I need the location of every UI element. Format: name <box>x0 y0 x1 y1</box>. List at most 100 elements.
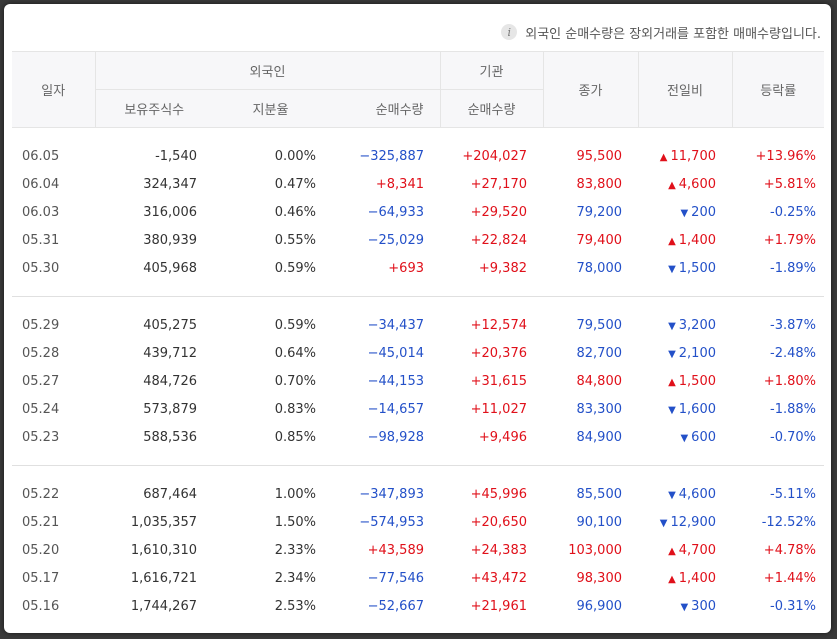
cell-date: 06.03 <box>22 204 60 220</box>
table-row: 05.28 439,712 0.64% −45,014 +20,376 82,700 ▼ 2,… <box>12 339 824 367</box>
cell-holdings: 316,006 <box>143 204 197 220</box>
up-arrow-icon: ▲ <box>659 151 668 163</box>
table-row: 05.23 588,536 0.85% −98,928 +9,496 84,900 ▼ 600… <box>12 423 824 451</box>
table-row: 06.04 324,347 0.47% +8,341 +27,170 83,800 ▲ 4,6… <box>12 170 824 198</box>
cell-ratio: 2.34% <box>274 570 316 586</box>
cell-ratio: 0.59% <box>274 260 316 276</box>
col-date: 일자 <box>12 51 95 128</box>
cell-date: 05.20 <box>22 542 60 558</box>
cell-foreign-net: +43,589 <box>367 542 424 558</box>
cell-holdings: -1,540 <box>155 148 197 164</box>
cell-date: 05.17 <box>22 570 60 586</box>
cell-inst-net: +9,496 <box>478 429 527 445</box>
group-separator <box>12 296 824 297</box>
cell-rate: +13.96% <box>755 148 816 164</box>
cell-ratio: 0.59% <box>274 317 316 333</box>
down-arrow-icon: ▼ <box>668 348 676 360</box>
cell-inst-net: +21,961 <box>470 598 527 614</box>
cell-foreign-net: −14,657 <box>367 401 424 417</box>
notice-text: 외국인 순매수량은 장외거래를 포함한 매매수량입니다. <box>525 26 821 42</box>
cell-foreign-net: −44,153 <box>367 373 424 389</box>
table-row: 05.27 484,726 0.70% −44,153 +31,615 84,800 ▲ 1,… <box>12 367 824 395</box>
cell-rate: +1.79% <box>763 232 816 248</box>
cell-ratio: 0.46% <box>274 204 316 220</box>
cell-foreign-net: −25,029 <box>367 232 424 248</box>
col-rate: 등락률 <box>731 51 824 128</box>
cell-ratio: 0.83% <box>274 401 316 417</box>
cell-foreign-net: −64,933 <box>367 204 424 220</box>
cell-close: 78,000 <box>576 260 623 276</box>
table-row: 05.24 573,879 0.83% −14,657 +11,027 83,300 ▼ 1,… <box>12 395 824 423</box>
cell-foreign-net: −574,953 <box>359 514 424 530</box>
cell-foreign-net: +693 <box>388 260 424 276</box>
col-ratio: 지분율 <box>213 89 328 128</box>
cell-rate: -0.70% <box>770 429 816 445</box>
cell-date: 05.16 <box>22 598 60 614</box>
cell-close: 84,800 <box>576 373 623 389</box>
cell-holdings: 405,275 <box>143 317 197 333</box>
cell-foreign-net: +8,341 <box>375 176 424 192</box>
table-row: 05.20 1,610,310 2.33% +43,589 +24,383 103,000… <box>12 536 824 564</box>
cell-close: 103,000 <box>568 542 622 558</box>
cell-change: ▼ 300 <box>638 592 732 620</box>
col-change: 전일비 <box>637 51 732 128</box>
up-arrow-icon: ▲ <box>668 376 676 388</box>
info-icon[interactable]: i <box>501 24 518 40</box>
cell-rate: +5.81% <box>763 176 816 192</box>
cell-change: ▼ 12,900 <box>638 508 732 536</box>
cell-change: ▲ 1,400 <box>638 564 732 592</box>
cell-foreign-net: −52,667 <box>367 598 424 614</box>
down-arrow-icon: ▼ <box>668 320 676 332</box>
cell-rate: -1.89% <box>770 260 816 276</box>
cell-close: 85,500 <box>576 486 623 502</box>
cell-holdings: 1,035,357 <box>130 514 197 530</box>
cell-rate: -3.87% <box>770 317 816 333</box>
cell-rate: -2.48% <box>770 345 816 361</box>
cell-change: ▼ 1,600 <box>638 395 732 423</box>
cell-change-value: 1,400 <box>678 232 716 248</box>
cell-change: ▲ 4,600 <box>638 170 732 198</box>
up-arrow-icon: ▲ <box>668 235 676 247</box>
cell-close: 79,200 <box>576 204 623 220</box>
cell-inst-net: +29,520 <box>470 204 527 220</box>
cell-change-value: 4,600 <box>678 176 716 192</box>
cell-holdings: 588,536 <box>143 429 197 445</box>
cell-change-value: 300 <box>691 598 716 614</box>
table-row: 06.03 316,006 0.46% −64,933 +29,520 79,200 ▼ 20… <box>12 198 824 226</box>
col-institution: 기관 <box>439 51 543 90</box>
cell-date: 05.23 <box>22 429 60 445</box>
table-row: 05.21 1,035,357 1.50% −574,953 +20,650 90,100… <box>12 508 824 536</box>
cell-foreign-net: −34,437 <box>367 317 424 333</box>
table-row: 05.16 1,744,267 2.53% −52,667 +21,961 96,900 ▼… <box>12 592 824 620</box>
cell-holdings: 1,610,310 <box>130 542 197 558</box>
group-separator <box>12 465 824 466</box>
cell-ratio: 0.85% <box>274 429 316 445</box>
cell-rate: -0.25% <box>770 204 816 220</box>
cell-inst-net: +31,615 <box>470 373 527 389</box>
cell-foreign-net: −45,014 <box>367 345 424 361</box>
table-row: 06.05 -1,540 0.00% −325,887 +204,027 95,500 ▲ 1… <box>12 142 824 170</box>
cell-inst-net: +20,650 <box>470 514 527 530</box>
cell-date: 05.28 <box>22 345 60 361</box>
table-row: 05.22 687,464 1.00% −347,893 +45,996 85,500 ▼ 4… <box>12 480 824 508</box>
down-arrow-icon: ▼ <box>680 207 689 219</box>
cell-change: ▼ 600 <box>638 423 732 451</box>
down-arrow-icon: ▼ <box>668 404 676 416</box>
cell-foreign-net: −325,887 <box>359 148 424 164</box>
cell-ratio: 1.00% <box>274 486 316 502</box>
cell-inst-net: +12,574 <box>470 317 527 333</box>
table-row: 05.17 1,616,721 2.34% −77,546 +43,472 98,300 ▲… <box>12 564 824 592</box>
notice: i 외국인 순매수량은 장외거래를 포함한 매매수량입니다. <box>501 22 821 42</box>
cell-date: 06.04 <box>22 176 60 192</box>
cell-close: 82,700 <box>576 345 623 361</box>
cell-ratio: 0.64% <box>274 345 316 361</box>
down-arrow-icon: ▼ <box>680 432 689 444</box>
cell-foreign-net: −77,546 <box>367 570 424 586</box>
cell-date: 05.24 <box>22 401 60 417</box>
up-arrow-icon: ▲ <box>668 573 676 585</box>
cell-date: 05.22 <box>22 486 60 502</box>
cell-close: 98,300 <box>576 570 623 586</box>
cell-inst-net: +45,996 <box>470 486 527 502</box>
col-foreign: 외국인 <box>94 51 440 90</box>
cell-rate: -5.11% <box>770 486 816 502</box>
